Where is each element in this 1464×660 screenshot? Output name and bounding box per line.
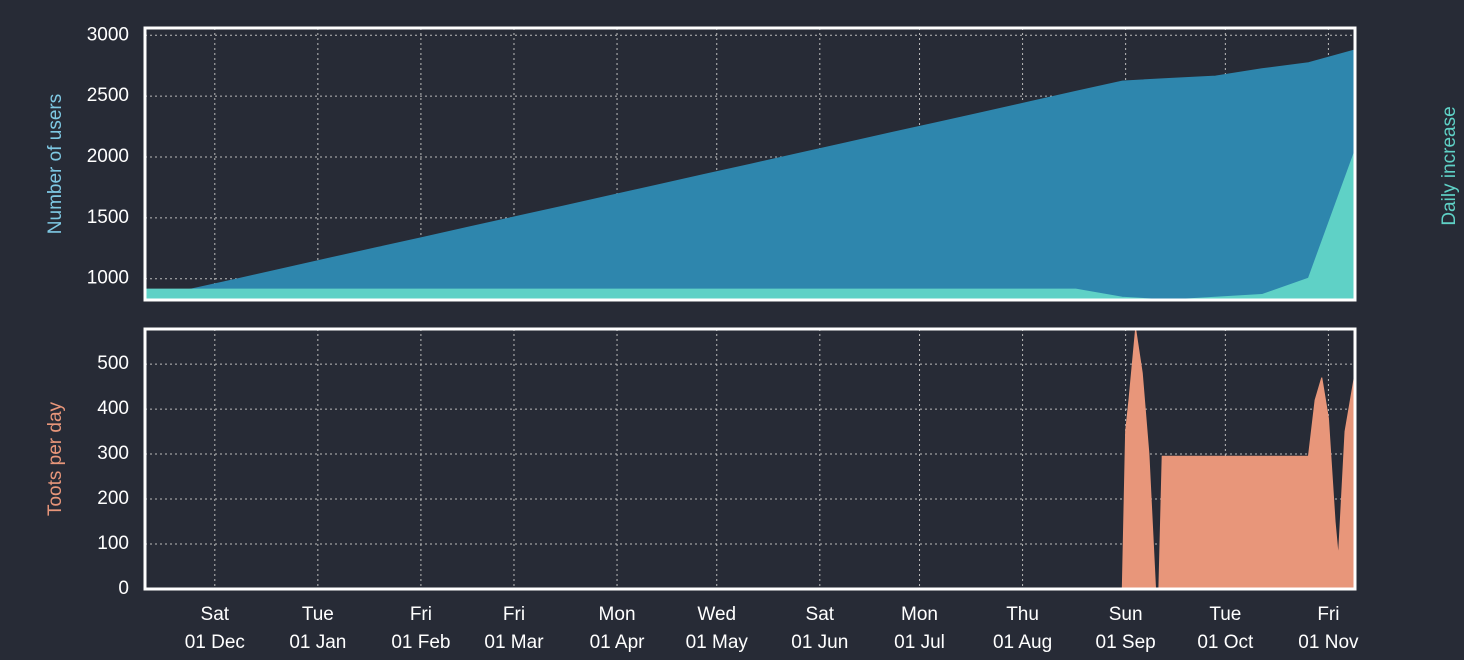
x-tick-label: Thu 01 Aug	[992, 604, 1053, 653]
x-tick-label: Wed 01 May	[685, 604, 748, 653]
x-tick-label: Mon 01 Jul	[894, 604, 945, 653]
y-tick-label: 100	[97, 533, 129, 554]
area	[145, 328, 1356, 590]
y-tick-label: 300	[97, 443, 129, 464]
x-tick-label: Sat 01 Dec	[184, 604, 245, 653]
y-axis-label: Toots per day	[45, 401, 66, 516]
plot-frame	[143, 327, 1357, 591]
y-tick-label: 3000	[87, 24, 129, 45]
x-tick-label: Tue 01 Jan	[289, 604, 347, 653]
y2-axis-label: Daily increase	[1439, 106, 1460, 225]
y-tick-label: 1000	[87, 268, 129, 289]
x-tick-label: Fri 01 Mar	[484, 604, 544, 653]
x-tick-label: Fri 01 Nov	[1298, 604, 1359, 653]
y-tick-label: 2000	[87, 146, 129, 167]
x-tick-label: Mon 01 Apr	[589, 604, 645, 653]
y-tick-label: 2500	[87, 85, 129, 106]
y-tick-label: 500	[97, 353, 129, 374]
y-tick-label: 1500	[87, 207, 129, 228]
x-tick-label: Sat 01 Jun	[791, 604, 849, 653]
x-tick-label: Fri 01 Feb	[391, 604, 451, 653]
area	[144, 49, 1356, 301]
y-tick-label: 200	[97, 488, 129, 509]
area	[144, 150, 1356, 301]
y-tick-label: 0	[118, 578, 129, 599]
y-axis-label: Number of users	[45, 94, 66, 234]
x-tick-label: Tue 01 Oct	[1197, 604, 1254, 653]
x-tick-label: Sun 01 Sep	[1095, 604, 1156, 653]
y-tick-label: 400	[97, 398, 129, 419]
plot-frame	[143, 26, 1357, 302]
